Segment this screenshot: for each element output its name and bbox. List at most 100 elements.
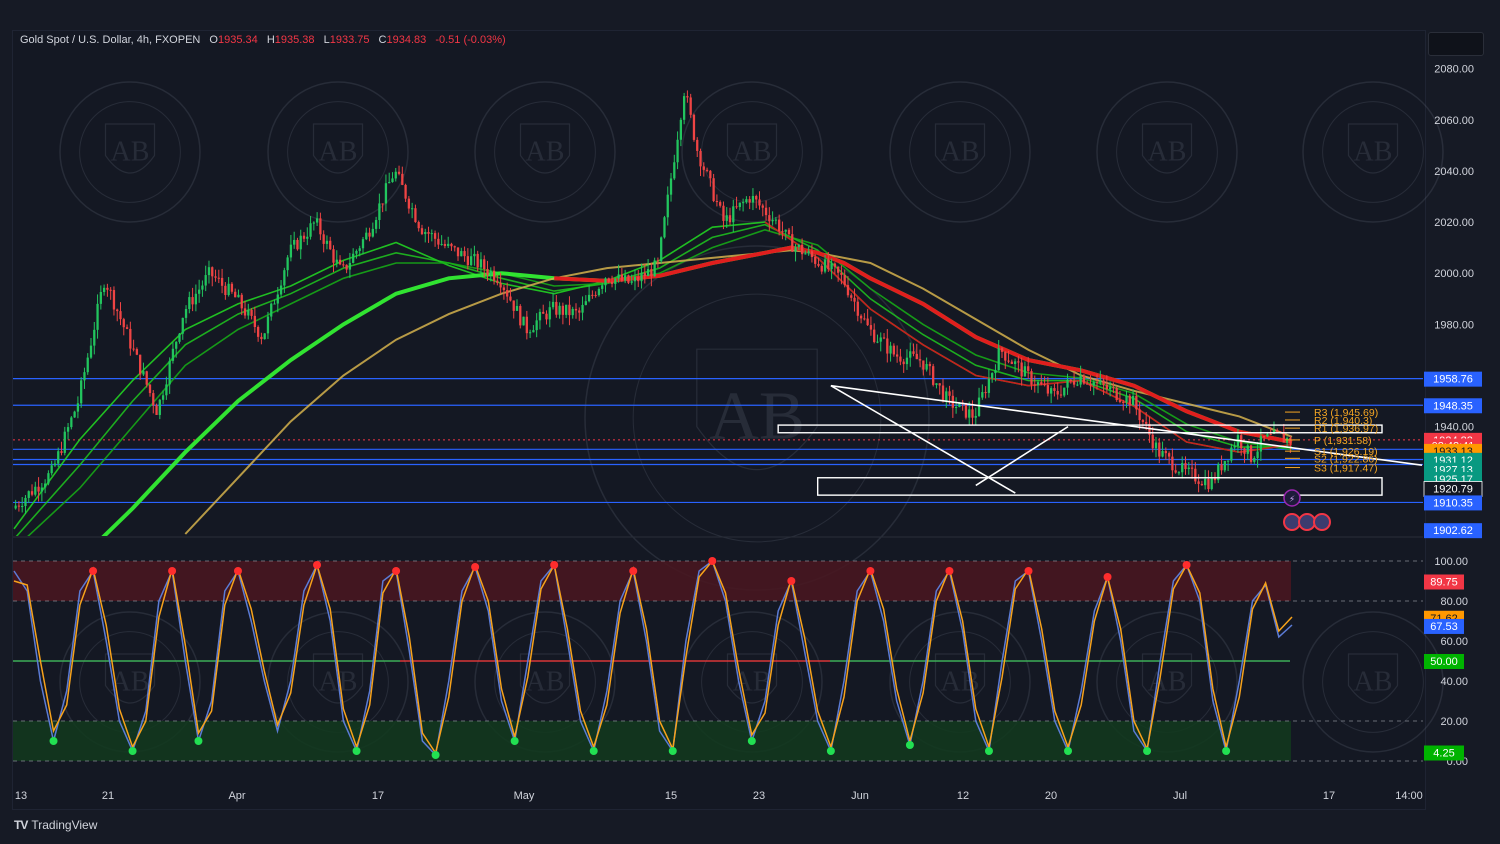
candle — [1072, 380, 1076, 385]
us-flag-event-icon[interactable] — [1313, 513, 1331, 531]
stoch-axis-tick: 20.00 — [1440, 716, 1468, 728]
candle — [142, 371, 145, 375]
price-tag-label: 1910.35 — [1433, 497, 1473, 509]
candle — [679, 119, 683, 140]
us-flag-event-icon[interactable] — [1283, 513, 1301, 531]
watermark-shield-icon — [519, 123, 571, 174]
candle — [424, 231, 427, 235]
candle — [129, 328, 132, 349]
event-flash-icon[interactable] — [1283, 489, 1301, 507]
watermark-shield-icon — [1347, 653, 1399, 704]
stoch-overbought-dot — [1024, 567, 1033, 575]
candle — [941, 385, 945, 401]
candle — [571, 308, 574, 316]
candle — [1128, 395, 1131, 406]
trend-line-2[interactable] — [830, 385, 1016, 494]
candle — [256, 326, 260, 337]
pivot-label: S3 (1,917.47) — [1314, 463, 1378, 475]
candle — [1164, 451, 1167, 454]
watermark-ring — [267, 81, 409, 223]
stoch-oversold-dot — [194, 737, 203, 745]
candle — [191, 297, 194, 305]
price-tag — [1424, 398, 1482, 414]
candle — [234, 291, 237, 298]
candle — [905, 357, 909, 365]
stoch-k-line — [13, 559, 1293, 757]
candle — [37, 486, 40, 492]
pivot-label: R1 (1,936.97) — [1314, 423, 1378, 435]
candle — [158, 399, 161, 415]
time-axis-tick: 20 — [1045, 790, 1057, 802]
stoch-oversold-dot — [668, 747, 677, 755]
candle — [751, 196, 755, 203]
candle — [587, 294, 591, 302]
candle — [486, 269, 489, 276]
watermark-letters: AB — [733, 136, 772, 167]
candle — [601, 285, 604, 289]
candle — [1220, 464, 1223, 471]
candle — [1118, 399, 1122, 402]
support-zone[interactable] — [816, 477, 1383, 496]
candle — [1154, 442, 1158, 449]
candle — [686, 96, 689, 98]
candle — [977, 397, 981, 416]
stoch-overbought-dot — [629, 567, 638, 575]
trend-line-1[interactable] — [830, 384, 1423, 466]
candle — [1141, 420, 1145, 422]
pivot-label: S1 (1,926.19) — [1314, 446, 1378, 458]
candle — [204, 275, 207, 286]
us-flag-event-icon[interactable] — [1298, 513, 1316, 531]
candle — [594, 294, 597, 296]
candle — [342, 264, 345, 266]
candle — [450, 243, 453, 247]
candle — [338, 259, 342, 265]
candle — [555, 301, 558, 315]
candle — [666, 194, 669, 218]
candle — [827, 259, 830, 270]
candle — [761, 205, 764, 208]
watermark-shield-icon — [104, 653, 156, 704]
candle — [912, 351, 915, 354]
tradingview-logo-icon: TV — [14, 818, 28, 832]
trend-line-3[interactable] — [975, 425, 1069, 487]
stoch-oversold-dot — [1222, 747, 1231, 755]
candle — [230, 283, 234, 292]
stoch-overbought-dot — [313, 561, 322, 569]
candle — [660, 237, 663, 262]
stoch-overbought-dot — [550, 561, 559, 569]
stoch-oversold-dot — [826, 747, 835, 755]
candle — [112, 290, 116, 310]
oversold-zone — [13, 721, 1291, 761]
candle — [181, 317, 184, 334]
candle — [220, 277, 224, 286]
close-label: C — [378, 34, 387, 46]
candle — [702, 166, 705, 170]
candle — [17, 505, 21, 507]
symbol-title: Gold Spot / U.S. Dollar, 4h, FXOPEN — [20, 34, 201, 46]
candle — [1089, 383, 1092, 386]
candles[interactable] — [14, 90, 1292, 514]
candle — [820, 265, 823, 272]
candle — [1187, 467, 1190, 470]
candle — [909, 351, 912, 358]
candle — [1167, 453, 1171, 457]
candle — [122, 319, 125, 328]
candle — [469, 256, 473, 266]
resistance-zone[interactable] — [777, 424, 1383, 434]
candle — [1210, 478, 1213, 490]
candle — [135, 349, 139, 355]
toolbar-button[interactable] — [1428, 32, 1484, 56]
tradingview-brand[interactable]: TV TradingView — [14, 818, 97, 832]
candle — [14, 505, 17, 509]
candle — [1158, 442, 1161, 457]
candle — [319, 218, 322, 235]
candle — [768, 215, 771, 222]
candle — [322, 234, 325, 244]
moving-average-red-phase — [554, 245, 1293, 444]
watermark-shield-icon — [104, 123, 156, 174]
candle — [253, 315, 257, 327]
candle — [738, 202, 741, 208]
watermark-shield-icon — [1141, 653, 1193, 704]
candle — [483, 259, 486, 270]
